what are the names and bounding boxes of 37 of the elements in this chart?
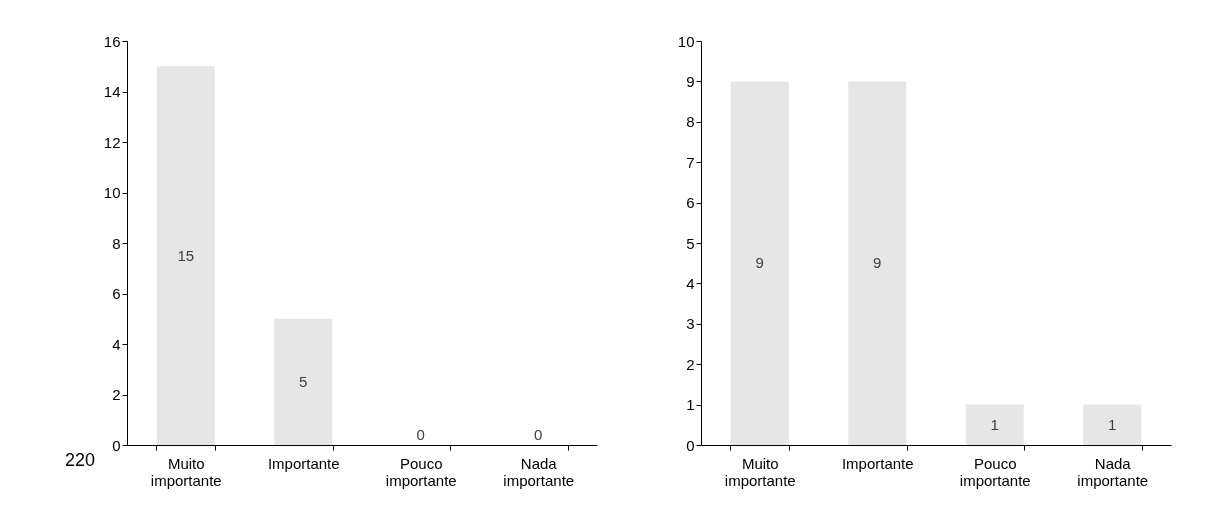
data-label: 1	[1108, 415, 1117, 433]
y-tick-label: 4	[112, 335, 121, 353]
y-tick-label: 14	[103, 83, 121, 100]
y-tick-label: 10	[677, 32, 695, 50]
x-tick-label: Nada importante	[1077, 454, 1149, 489]
x-tick-label: Muito importante	[150, 454, 222, 489]
x-tick-label: Muito importante	[724, 454, 796, 489]
y-tick-label: 0	[686, 436, 695, 454]
y-tick-label: 7	[686, 153, 695, 171]
data-label: 0	[416, 426, 425, 443]
y-tick-label: 12	[103, 133, 121, 151]
x-tick-label: Importante	[267, 454, 340, 472]
data-label: 0	[534, 426, 543, 443]
text: 220	[65, 450, 96, 470]
x-tick-label: Pouco importante	[959, 454, 1031, 489]
y-tick-label: 5	[686, 234, 695, 252]
data-label: 1	[990, 415, 999, 433]
x-tick-label: Nada importante	[503, 454, 575, 489]
y-tick-label: 1	[686, 396, 695, 414]
y-tick-label: 2	[112, 386, 121, 403]
x-tick-label: Pouco importante	[385, 454, 457, 489]
data-label: 5	[299, 372, 308, 390]
y-tick-label: 10	[103, 184, 121, 201]
y-tick-label: 16	[103, 32, 121, 50]
data-label: 9	[873, 254, 882, 272]
y-tick-label: 0	[112, 436, 121, 454]
data-label: 15	[177, 246, 195, 264]
y-tick-label: 6	[112, 285, 121, 302]
y-tick-label: 6	[686, 194, 695, 212]
y-tick-label: 2	[686, 355, 695, 373]
x-tick-label: Importante	[841, 454, 914, 472]
y-tick-label: 3	[686, 315, 695, 333]
y-tick-label: 8	[112, 234, 121, 252]
y-tick-label: 9	[686, 72, 695, 90]
data-label: 9	[755, 254, 764, 272]
y-tick-label: 8	[686, 113, 695, 131]
y-tick-label: 4	[686, 274, 695, 292]
